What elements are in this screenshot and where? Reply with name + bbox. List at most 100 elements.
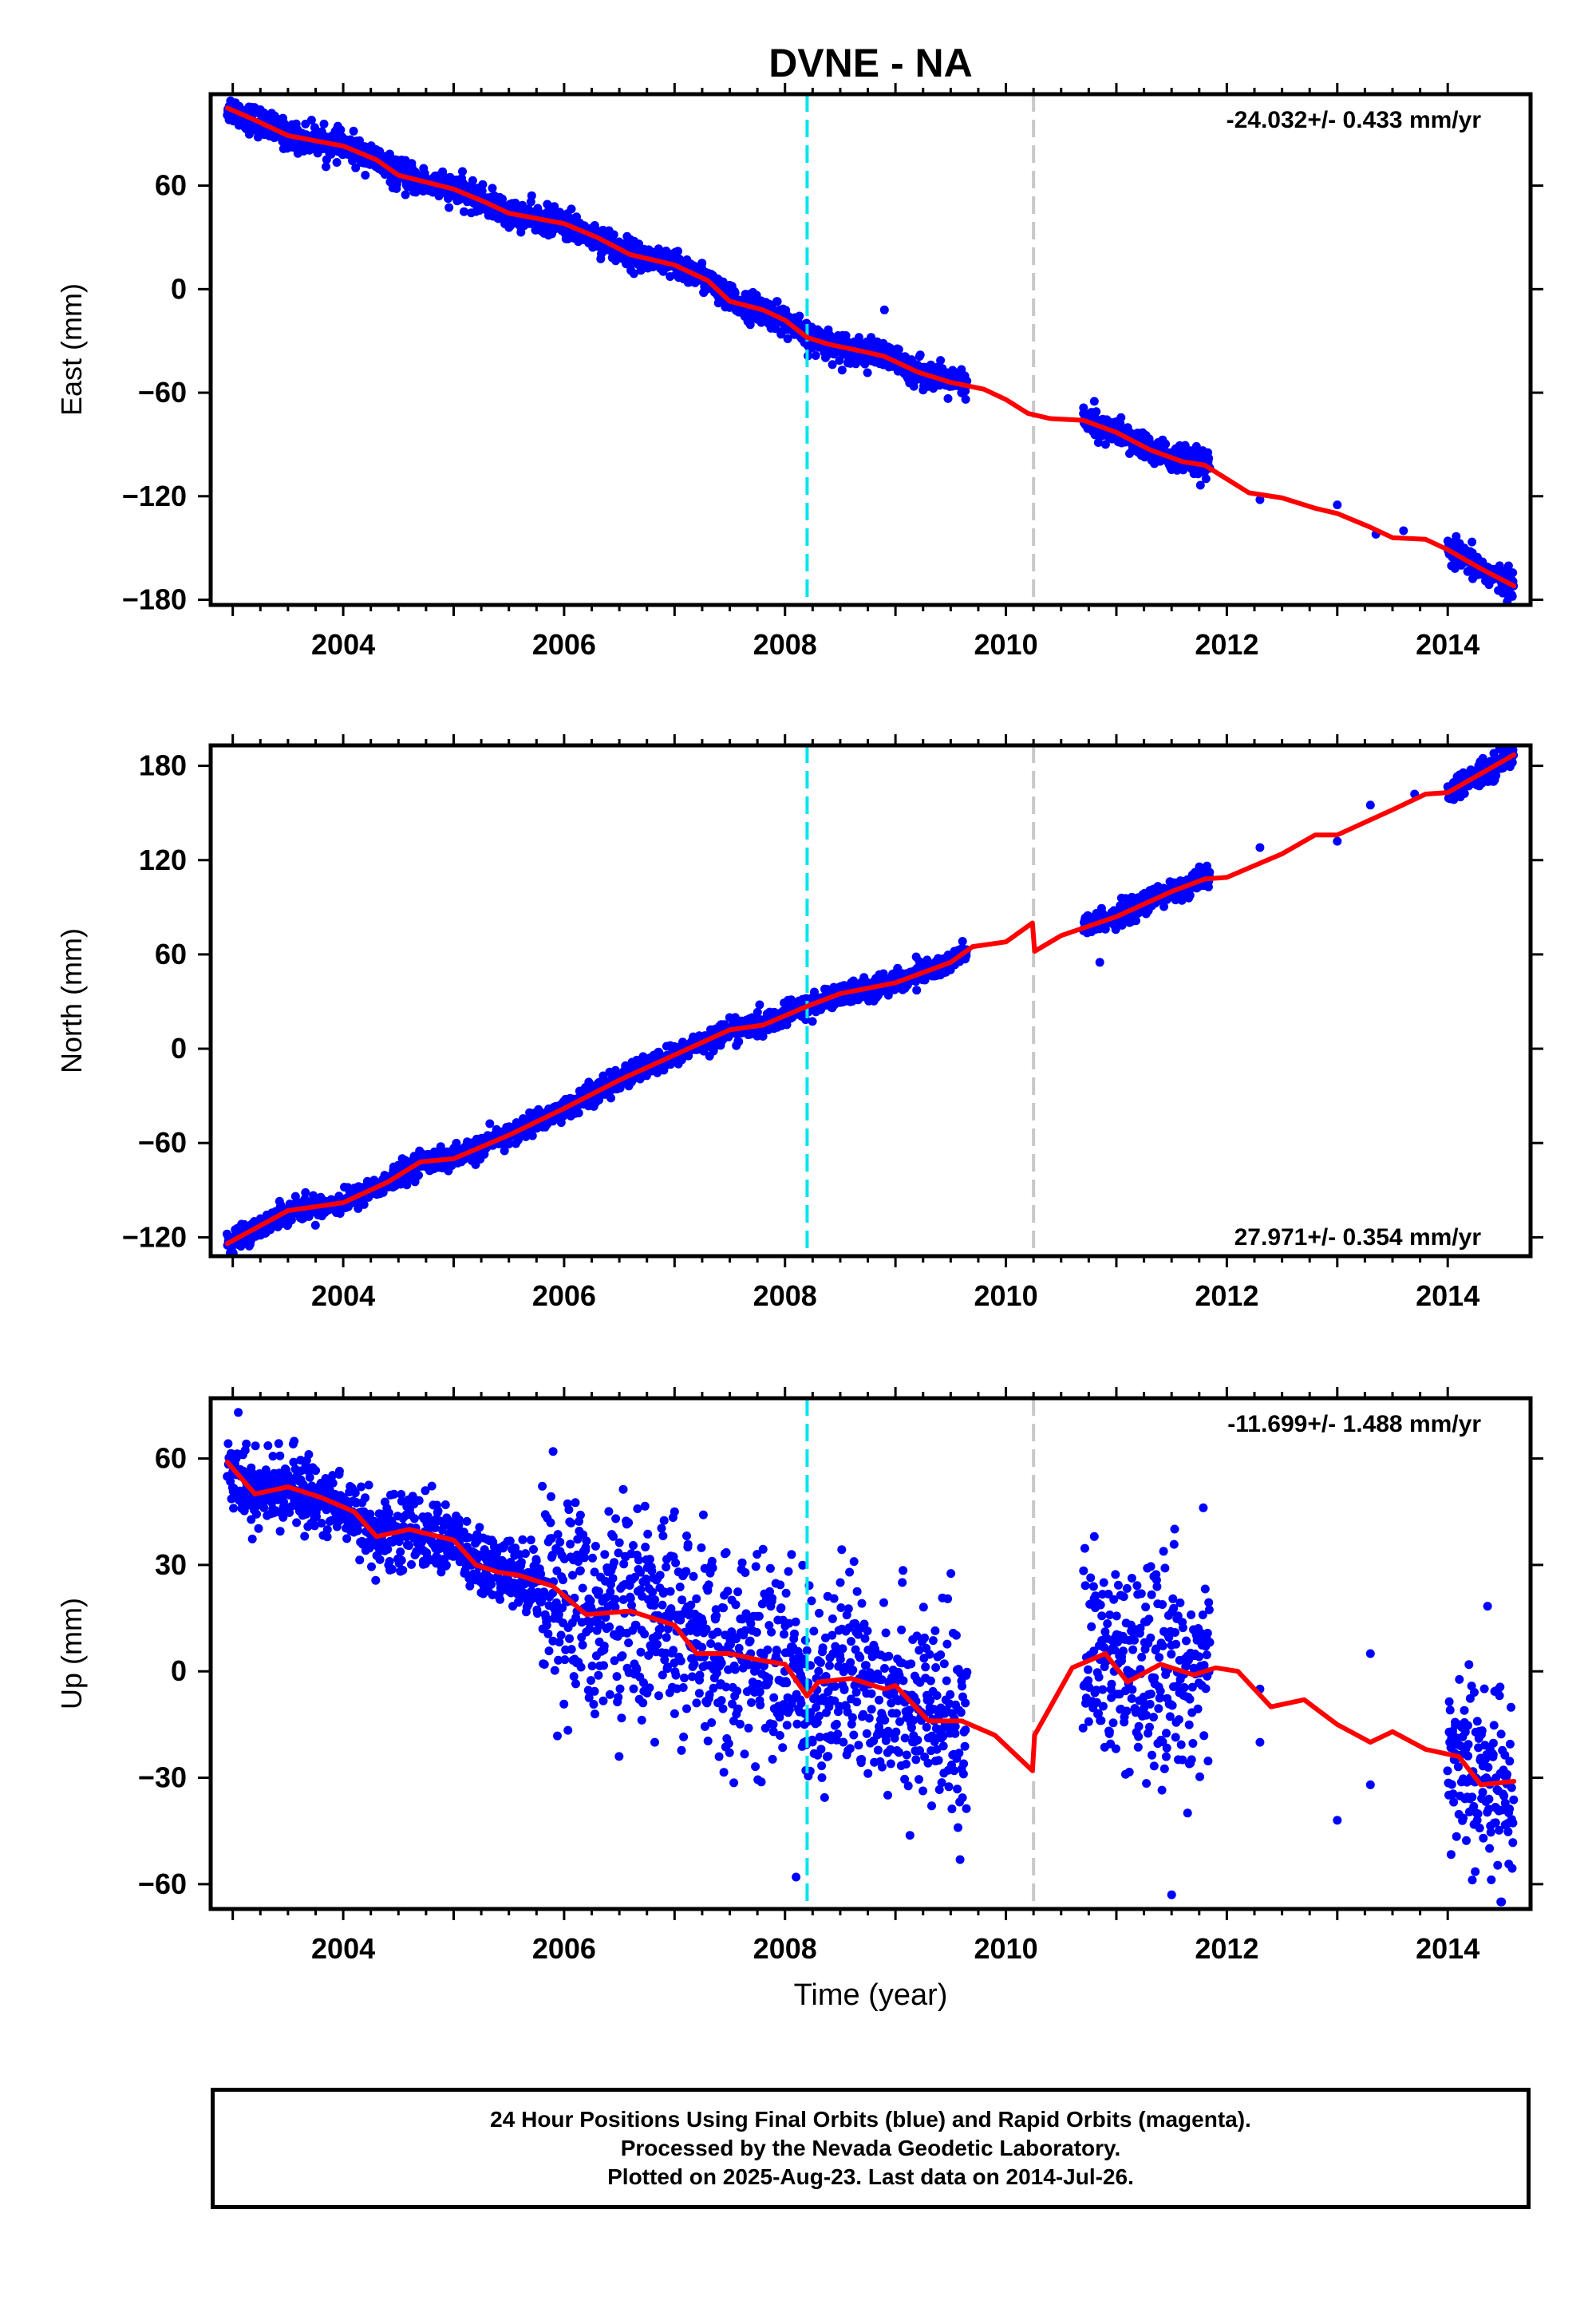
data-point — [1089, 397, 1099, 406]
data-point — [595, 1095, 604, 1105]
data-point — [1452, 532, 1461, 541]
data-points — [223, 745, 1519, 1256]
data-point — [311, 1466, 321, 1476]
data-point — [247, 1534, 257, 1543]
chart-title: DVNE - NA — [768, 41, 973, 85]
data-point — [239, 1219, 249, 1229]
data-point — [312, 1512, 321, 1521]
data-point — [609, 230, 618, 239]
data-point — [787, 995, 796, 1005]
data-point — [351, 163, 361, 172]
data-point — [364, 1480, 373, 1490]
data-point — [1201, 474, 1211, 484]
data-point — [401, 190, 410, 200]
data-point — [300, 1531, 310, 1541]
data-point — [550, 202, 559, 211]
data-point — [863, 368, 872, 377]
panel-frame — [208, 92, 1533, 607]
data-point — [795, 311, 804, 321]
data-point — [266, 1225, 275, 1235]
data-point — [460, 207, 468, 216]
data-point — [263, 1441, 273, 1450]
data-point — [961, 394, 970, 404]
data-point — [1333, 500, 1342, 510]
y-tick-label: 180 — [139, 749, 187, 782]
data-point — [354, 1526, 362, 1535]
data-point — [290, 1437, 299, 1446]
data-point — [1460, 788, 1469, 798]
data-point — [527, 191, 536, 200]
data-point — [629, 269, 638, 279]
data-point — [468, 176, 477, 185]
data-point — [289, 1457, 298, 1467]
data-point — [488, 184, 497, 193]
data-point — [252, 1509, 261, 1519]
data-point — [771, 324, 780, 334]
data-point — [1095, 958, 1104, 967]
y-tick-label: 0 — [171, 1032, 187, 1065]
data-point — [309, 1191, 318, 1200]
data-point — [279, 1497, 289, 1507]
data-point — [229, 1504, 239, 1513]
x-tick-label: 2004 — [311, 1279, 375, 1312]
data-point — [349, 126, 358, 136]
data-point — [310, 1220, 320, 1230]
x-tick-label: 2012 — [1195, 1279, 1258, 1312]
data-point — [943, 393, 953, 403]
data-point — [334, 1466, 344, 1476]
data-point — [275, 1527, 285, 1536]
x-tick-label: 2004 — [311, 628, 375, 661]
data-point — [342, 1534, 352, 1543]
data-point — [485, 1119, 495, 1128]
data-point — [1079, 403, 1088, 413]
data-point — [909, 381, 918, 391]
data-point — [1491, 771, 1501, 781]
data-point — [336, 125, 346, 135]
fit-line — [224, 752, 1517, 1247]
fit-line — [224, 105, 1517, 589]
data-point — [936, 356, 946, 366]
data-point — [879, 305, 889, 314]
data-point — [606, 1093, 615, 1103]
data-point — [837, 366, 847, 375]
data-point — [1161, 439, 1171, 449]
data-point — [444, 203, 454, 212]
data-point — [290, 1192, 300, 1201]
y-tick-label: 120 — [139, 844, 187, 876]
data-point — [319, 119, 329, 128]
data-point — [458, 167, 467, 176]
data-point — [310, 1521, 319, 1531]
data-point — [361, 1493, 370, 1503]
plot-area — [223, 745, 1519, 1256]
data-point — [357, 1482, 366, 1492]
data-point — [854, 333, 863, 342]
data-point — [674, 247, 682, 256]
data-point — [478, 180, 488, 189]
data-point — [322, 1525, 332, 1535]
data-point — [1100, 440, 1110, 449]
y-axis-label: North (mm) — [55, 928, 88, 1073]
data-point — [310, 123, 319, 132]
data-point — [477, 186, 487, 196]
x-tick-label: 2010 — [974, 1279, 1038, 1312]
data-points — [223, 1408, 1519, 1907]
x-tick-label: 2014 — [1416, 1279, 1479, 1312]
x-tick-label: 2014 — [1416, 628, 1479, 661]
data-point — [223, 1439, 233, 1448]
x-tick-label: 2006 — [532, 628, 596, 661]
data-point — [279, 1512, 288, 1522]
rate-label: -24.032+/- 0.433 mm/yr — [1227, 107, 1482, 133]
data-point — [355, 1555, 365, 1565]
data-point — [828, 360, 837, 370]
data-point — [912, 986, 922, 995]
data-point — [350, 1488, 360, 1498]
data-point — [915, 350, 925, 360]
data-point — [274, 1439, 283, 1448]
y-tick-label: −120 — [122, 480, 187, 512]
data-point — [1116, 413, 1126, 422]
x-tick-label: 2006 — [532, 1279, 596, 1312]
data-point — [268, 1452, 278, 1461]
data-point — [1255, 843, 1265, 852]
